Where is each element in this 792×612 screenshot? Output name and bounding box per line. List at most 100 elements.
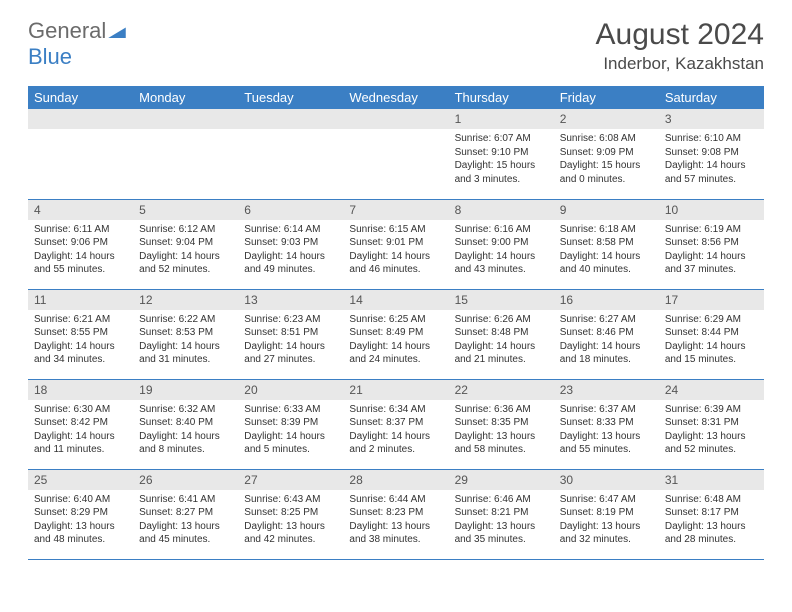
calendar-week-row: 18Sunrise: 6:30 AMSunset: 8:42 PMDayligh… xyxy=(28,379,764,469)
calendar-day-cell: 31Sunrise: 6:48 AMSunset: 8:17 PMDayligh… xyxy=(659,469,764,559)
calendar-day-cell: 6Sunrise: 6:14 AMSunset: 9:03 PMDaylight… xyxy=(238,199,343,289)
day-details: Sunrise: 6:10 AMSunset: 9:08 PMDaylight:… xyxy=(659,129,764,190)
day-details: Sunrise: 6:33 AMSunset: 8:39 PMDaylight:… xyxy=(238,400,343,461)
calendar-day-cell: 19Sunrise: 6:32 AMSunset: 8:40 PMDayligh… xyxy=(133,379,238,469)
day-details: Sunrise: 6:16 AMSunset: 9:00 PMDaylight:… xyxy=(449,220,554,281)
calendar-week-row: 4Sunrise: 6:11 AMSunset: 9:06 PMDaylight… xyxy=(28,199,764,289)
day-details: Sunrise: 6:36 AMSunset: 8:35 PMDaylight:… xyxy=(449,400,554,461)
calendar-day-cell: 26Sunrise: 6:41 AMSunset: 8:27 PMDayligh… xyxy=(133,469,238,559)
day-details: Sunrise: 6:43 AMSunset: 8:25 PMDaylight:… xyxy=(238,490,343,551)
day-details: Sunrise: 6:19 AMSunset: 8:56 PMDaylight:… xyxy=(659,220,764,281)
day-number: 20 xyxy=(238,380,343,400)
calendar-table: SundayMondayTuesdayWednesdayThursdayFrid… xyxy=(28,86,764,560)
calendar-day-cell: 18Sunrise: 6:30 AMSunset: 8:42 PMDayligh… xyxy=(28,379,133,469)
calendar-day-cell: 2Sunrise: 6:08 AMSunset: 9:09 PMDaylight… xyxy=(554,109,659,199)
calendar-day-cell: 17Sunrise: 6:29 AMSunset: 8:44 PMDayligh… xyxy=(659,289,764,379)
day-number: 19 xyxy=(133,380,238,400)
calendar-week-row: 1Sunrise: 6:07 AMSunset: 9:10 PMDaylight… xyxy=(28,109,764,199)
calendar-day-cell: 30Sunrise: 6:47 AMSunset: 8:19 PMDayligh… xyxy=(554,469,659,559)
day-details: Sunrise: 6:27 AMSunset: 8:46 PMDaylight:… xyxy=(554,310,659,371)
calendar-day-cell: 10Sunrise: 6:19 AMSunset: 8:56 PMDayligh… xyxy=(659,199,764,289)
calendar-day-cell: 22Sunrise: 6:36 AMSunset: 8:35 PMDayligh… xyxy=(449,379,554,469)
day-details: Sunrise: 6:25 AMSunset: 8:49 PMDaylight:… xyxy=(343,310,448,371)
calendar-day-cell xyxy=(343,109,448,199)
calendar-day-cell: 8Sunrise: 6:16 AMSunset: 9:00 PMDaylight… xyxy=(449,199,554,289)
day-number: 1 xyxy=(449,109,554,129)
day-number-empty xyxy=(133,109,238,129)
day-number: 7 xyxy=(343,200,448,220)
weekday-header: Thursday xyxy=(449,86,554,109)
calendar-day-cell: 23Sunrise: 6:37 AMSunset: 8:33 PMDayligh… xyxy=(554,379,659,469)
day-details: Sunrise: 6:23 AMSunset: 8:51 PMDaylight:… xyxy=(238,310,343,371)
calendar-day-cell: 12Sunrise: 6:22 AMSunset: 8:53 PMDayligh… xyxy=(133,289,238,379)
day-details: Sunrise: 6:39 AMSunset: 8:31 PMDaylight:… xyxy=(659,400,764,461)
calendar-day-cell xyxy=(133,109,238,199)
calendar-day-cell xyxy=(28,109,133,199)
calendar-day-cell: 20Sunrise: 6:33 AMSunset: 8:39 PMDayligh… xyxy=(238,379,343,469)
calendar-day-cell: 5Sunrise: 6:12 AMSunset: 9:04 PMDaylight… xyxy=(133,199,238,289)
month-title: August 2024 xyxy=(596,18,764,52)
day-details: Sunrise: 6:12 AMSunset: 9:04 PMDaylight:… xyxy=(133,220,238,281)
day-number: 24 xyxy=(659,380,764,400)
calendar-day-cell xyxy=(238,109,343,199)
day-details: Sunrise: 6:18 AMSunset: 8:58 PMDaylight:… xyxy=(554,220,659,281)
day-details: Sunrise: 6:11 AMSunset: 9:06 PMDaylight:… xyxy=(28,220,133,281)
weekday-header: Saturday xyxy=(659,86,764,109)
day-details: Sunrise: 6:44 AMSunset: 8:23 PMDaylight:… xyxy=(343,490,448,551)
weekday-header: Friday xyxy=(554,86,659,109)
calendar-day-cell: 27Sunrise: 6:43 AMSunset: 8:25 PMDayligh… xyxy=(238,469,343,559)
calendar-week-row: 25Sunrise: 6:40 AMSunset: 8:29 PMDayligh… xyxy=(28,469,764,559)
day-number: 18 xyxy=(28,380,133,400)
day-details: Sunrise: 6:46 AMSunset: 8:21 PMDaylight:… xyxy=(449,490,554,551)
day-number: 15 xyxy=(449,290,554,310)
calendar-day-cell: 13Sunrise: 6:23 AMSunset: 8:51 PMDayligh… xyxy=(238,289,343,379)
weekday-header-row: SundayMondayTuesdayWednesdayThursdayFrid… xyxy=(28,86,764,109)
day-details: Sunrise: 6:21 AMSunset: 8:55 PMDaylight:… xyxy=(28,310,133,371)
day-number-empty xyxy=(28,109,133,129)
day-number: 17 xyxy=(659,290,764,310)
day-details: Sunrise: 6:48 AMSunset: 8:17 PMDaylight:… xyxy=(659,490,764,551)
day-details: Sunrise: 6:22 AMSunset: 8:53 PMDaylight:… xyxy=(133,310,238,371)
calendar-day-cell: 4Sunrise: 6:11 AMSunset: 9:06 PMDaylight… xyxy=(28,199,133,289)
calendar-day-cell: 25Sunrise: 6:40 AMSunset: 8:29 PMDayligh… xyxy=(28,469,133,559)
day-number: 4 xyxy=(28,200,133,220)
day-details: Sunrise: 6:07 AMSunset: 9:10 PMDaylight:… xyxy=(449,129,554,190)
day-number: 13 xyxy=(238,290,343,310)
day-details: Sunrise: 6:34 AMSunset: 8:37 PMDaylight:… xyxy=(343,400,448,461)
day-number: 27 xyxy=(238,470,343,490)
day-details: Sunrise: 6:41 AMSunset: 8:27 PMDaylight:… xyxy=(133,490,238,551)
day-number: 21 xyxy=(343,380,448,400)
calendar-week-row: 11Sunrise: 6:21 AMSunset: 8:55 PMDayligh… xyxy=(28,289,764,379)
weekday-header: Sunday xyxy=(28,86,133,109)
day-number: 29 xyxy=(449,470,554,490)
calendar-day-cell: 16Sunrise: 6:27 AMSunset: 8:46 PMDayligh… xyxy=(554,289,659,379)
day-details: Sunrise: 6:32 AMSunset: 8:40 PMDaylight:… xyxy=(133,400,238,461)
day-number: 2 xyxy=(554,109,659,129)
calendar-day-cell: 1Sunrise: 6:07 AMSunset: 9:10 PMDaylight… xyxy=(449,109,554,199)
day-number: 30 xyxy=(554,470,659,490)
calendar-day-cell: 9Sunrise: 6:18 AMSunset: 8:58 PMDaylight… xyxy=(554,199,659,289)
day-details: Sunrise: 6:40 AMSunset: 8:29 PMDaylight:… xyxy=(28,490,133,551)
day-number: 26 xyxy=(133,470,238,490)
day-details: Sunrise: 6:29 AMSunset: 8:44 PMDaylight:… xyxy=(659,310,764,371)
day-details: Sunrise: 6:30 AMSunset: 8:42 PMDaylight:… xyxy=(28,400,133,461)
day-number: 14 xyxy=(343,290,448,310)
logo: GeneralBlue xyxy=(28,18,126,70)
day-number: 28 xyxy=(343,470,448,490)
calendar-day-cell: 7Sunrise: 6:15 AMSunset: 9:01 PMDaylight… xyxy=(343,199,448,289)
calendar-day-cell: 24Sunrise: 6:39 AMSunset: 8:31 PMDayligh… xyxy=(659,379,764,469)
calendar-day-cell: 3Sunrise: 6:10 AMSunset: 9:08 PMDaylight… xyxy=(659,109,764,199)
day-number: 11 xyxy=(28,290,133,310)
calendar-day-cell: 28Sunrise: 6:44 AMSunset: 8:23 PMDayligh… xyxy=(343,469,448,559)
day-details: Sunrise: 6:37 AMSunset: 8:33 PMDaylight:… xyxy=(554,400,659,461)
day-number: 9 xyxy=(554,200,659,220)
calendar-day-cell: 11Sunrise: 6:21 AMSunset: 8:55 PMDayligh… xyxy=(28,289,133,379)
day-number: 23 xyxy=(554,380,659,400)
weekday-header: Monday xyxy=(133,86,238,109)
day-number-empty xyxy=(238,109,343,129)
calendar-day-cell: 29Sunrise: 6:46 AMSunset: 8:21 PMDayligh… xyxy=(449,469,554,559)
day-number: 6 xyxy=(238,200,343,220)
day-number: 12 xyxy=(133,290,238,310)
title-block: August 2024 Inderbor, Kazakhstan xyxy=(596,18,764,74)
day-number: 31 xyxy=(659,470,764,490)
